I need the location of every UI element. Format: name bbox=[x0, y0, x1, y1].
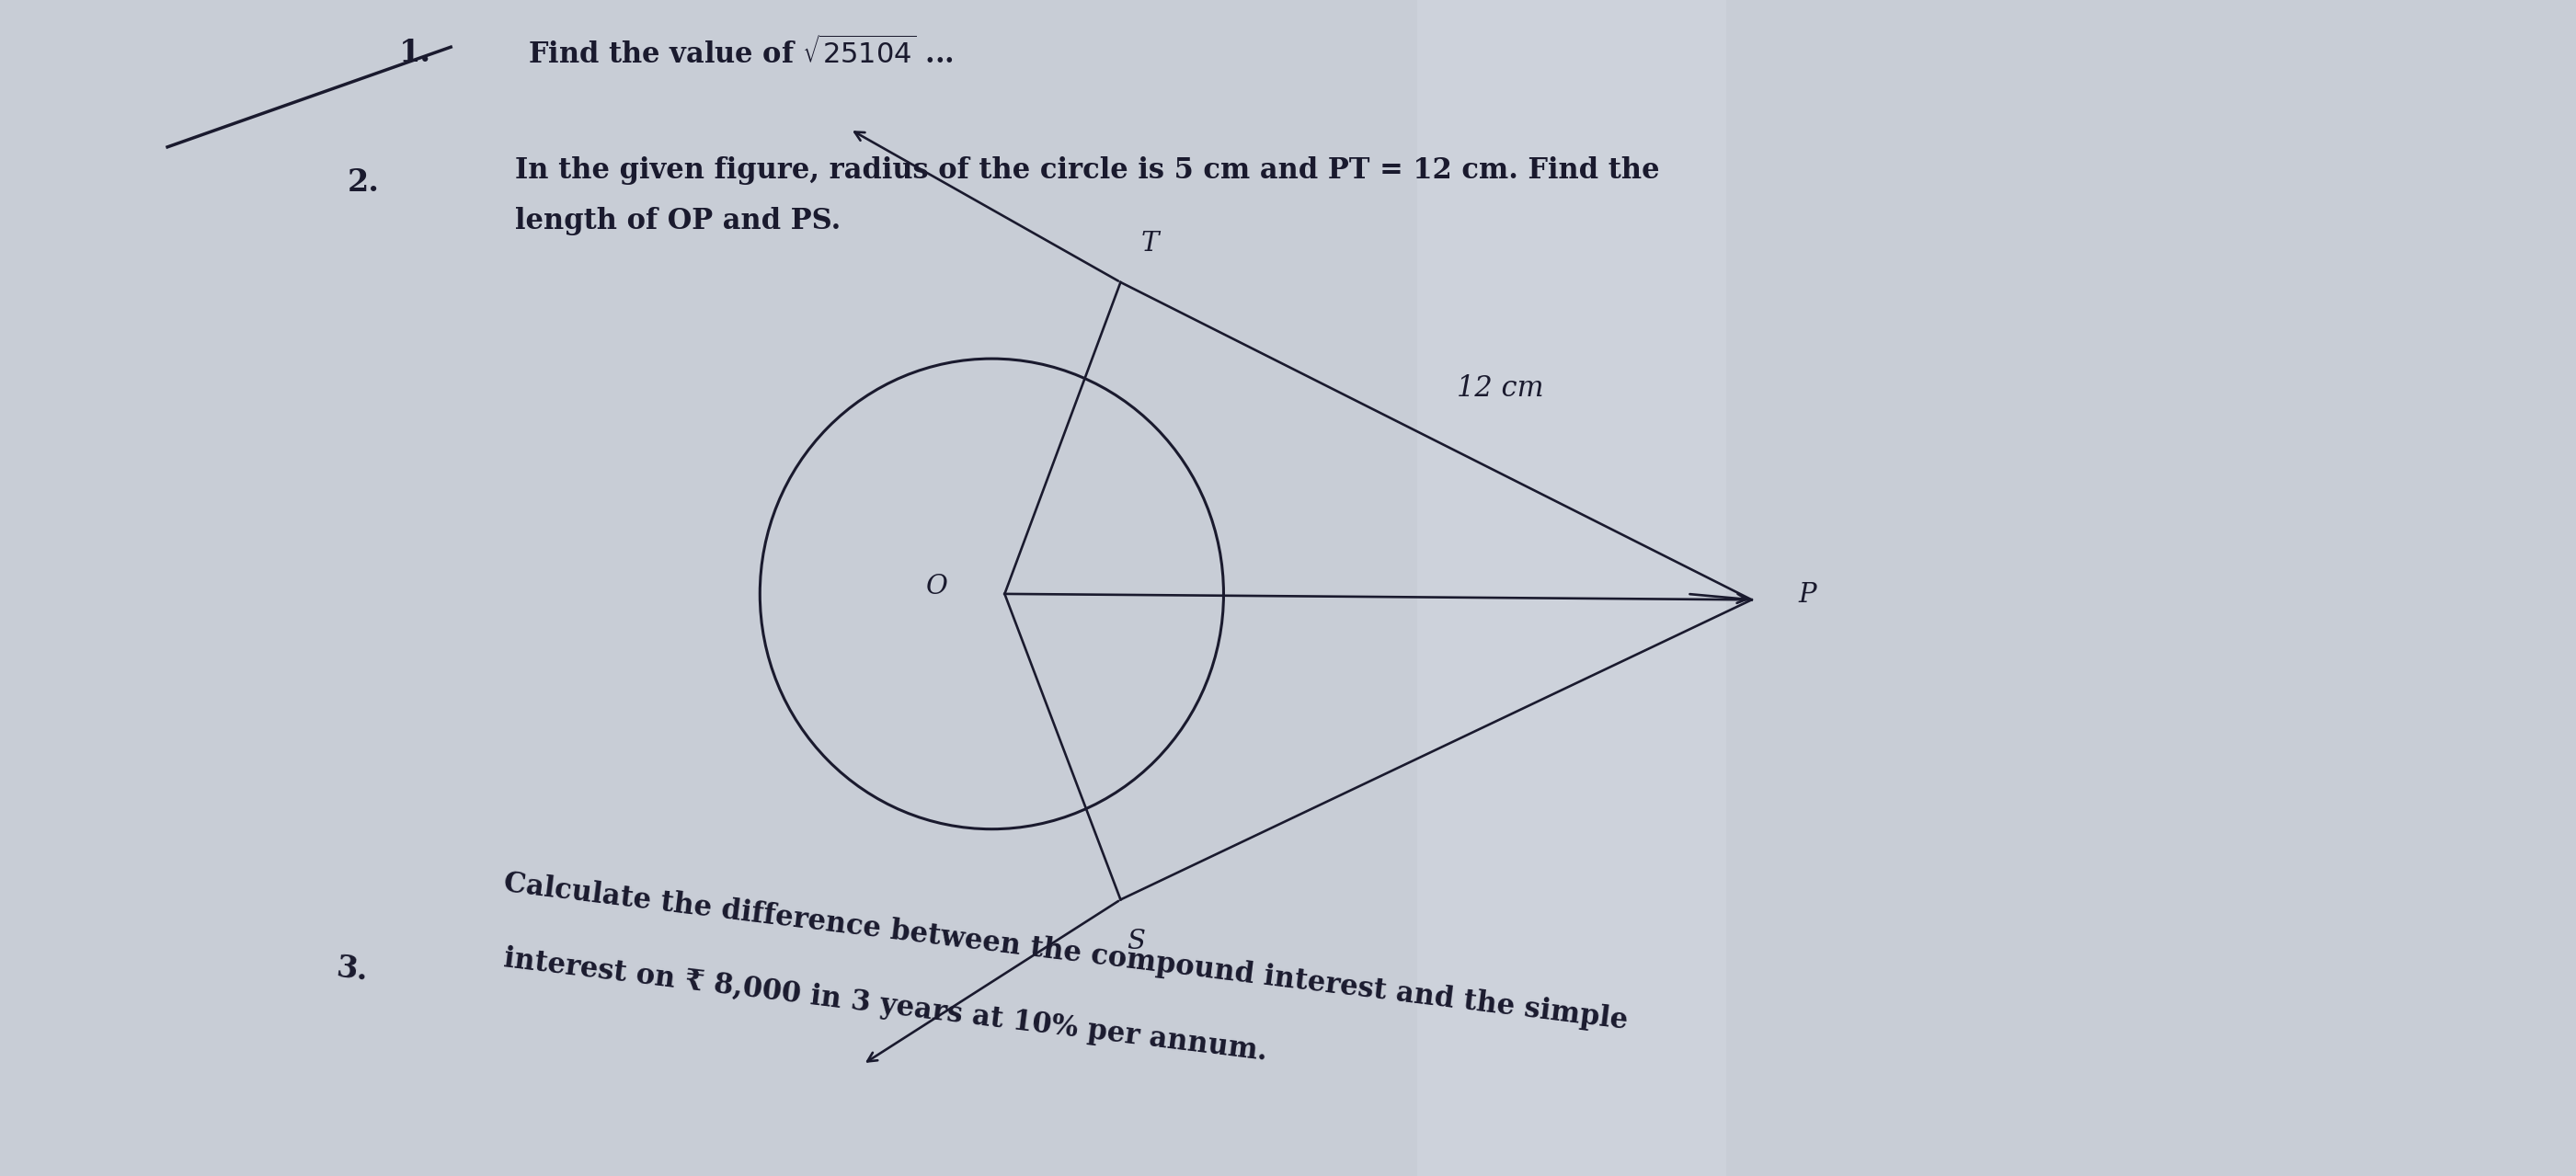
Text: 1.: 1. bbox=[399, 38, 433, 68]
Text: Calculate the difference between the compound interest and the simple: Calculate the difference between the com… bbox=[502, 869, 1631, 1036]
Text: P: P bbox=[1798, 582, 1816, 608]
Bar bbox=[1417, 0, 1726, 1176]
Text: T: T bbox=[1141, 230, 1159, 256]
Text: interest on ₹ 8,000 in 3 years at 10% per annum.: interest on ₹ 8,000 in 3 years at 10% pe… bbox=[502, 944, 1270, 1067]
Text: 12 cm: 12 cm bbox=[1458, 374, 1543, 402]
Text: 2.: 2. bbox=[348, 167, 379, 198]
Text: S: S bbox=[1126, 929, 1146, 955]
Text: In the given figure, radius of the circle is 5 cm and PT = 12 cm. Find the: In the given figure, radius of the circl… bbox=[515, 156, 1659, 185]
Text: O: O bbox=[925, 574, 948, 600]
Text: Find the value of $\sqrt{25104}$ ...: Find the value of $\sqrt{25104}$ ... bbox=[528, 36, 953, 69]
Text: 3.: 3. bbox=[335, 954, 371, 987]
Text: length of OP and PS.: length of OP and PS. bbox=[515, 207, 840, 235]
